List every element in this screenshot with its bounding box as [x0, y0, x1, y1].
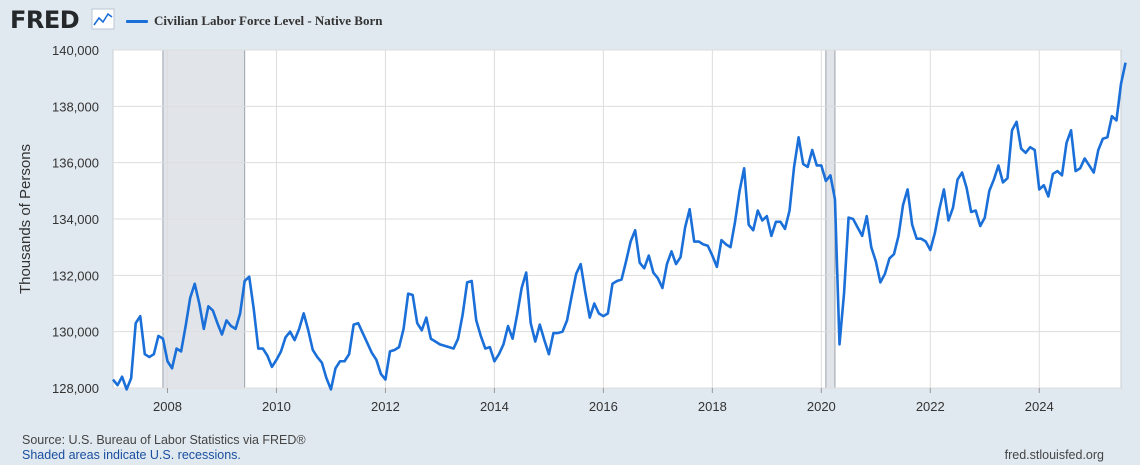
x-tick-label: 2014 [480, 399, 509, 414]
y-tick-label: 132,000 [52, 268, 99, 283]
series-line [111, 62, 1127, 391]
x-tick-label: 2020 [807, 399, 836, 414]
x-tick-label: 2022 [916, 399, 945, 414]
x-tick-label: 2018 [698, 399, 727, 414]
y-tick-label: 138,000 [52, 99, 99, 114]
gridlines [113, 49, 1121, 389]
x-tick-label: 2016 [589, 399, 618, 414]
x-tick-label: 2012 [371, 399, 400, 414]
chart-line-icon [91, 8, 115, 30]
y-tick-label: 130,000 [52, 325, 99, 340]
chart-header: FRED Civilian Labor Force Level - Native… [0, 0, 1140, 40]
y-tick-label: 128,000 [52, 381, 99, 396]
y-tick-label: 134,000 [52, 212, 99, 227]
line-chart[interactable]: 128,000 130,000 132,000 134,000 136,000 138,0… [0, 30, 1140, 430]
y-axis-title: Thousands of Persons [17, 144, 34, 294]
y-tick-label: 136,000 [52, 156, 99, 171]
x-tick-label: 2010 [262, 399, 291, 414]
footer-recession-note[interactable]: Shaded areas indicate U.S. recessions. [22, 448, 241, 462]
x-axis: 2008 2010 2012 2014 2016 2018 2020 2022 2024 [153, 388, 1054, 414]
legend-swatch [126, 20, 148, 23]
y-tick-label: 140,000 [52, 43, 99, 58]
y-axis: 128,000 130,000 132,000 134,000 136,000 138,0… [52, 43, 99, 396]
x-tick-label: 2024 [1025, 399, 1054, 414]
x-tick-label: 2008 [153, 399, 182, 414]
footer-url[interactable]: fred.stlouisfed.org [1004, 448, 1104, 462]
legend-label: Civilian Labor Force Level - Native Born [154, 13, 383, 28]
footer-source[interactable]: Source: U.S. Bureau of Labor Statistics … [22, 433, 306, 447]
fred-logo[interactable]: FRED [10, 6, 80, 34]
